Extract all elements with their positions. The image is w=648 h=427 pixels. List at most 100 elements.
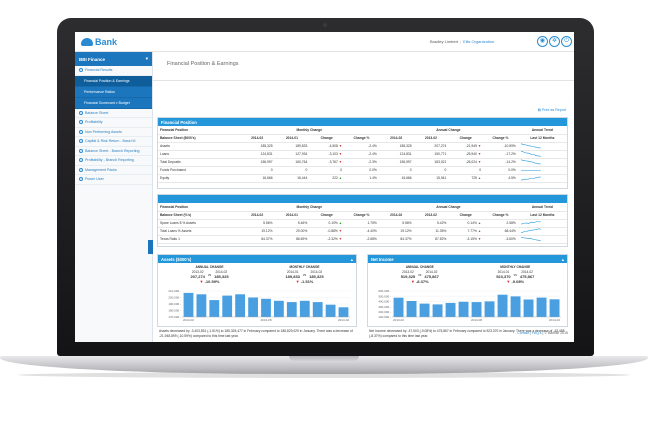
sidebar-header[interactable]: BBI Finance ▾ [75,52,152,66]
bar[interactable] [406,301,417,317]
period-to: 2014-02 185,325 [214,270,228,279]
bar[interactable] [261,298,271,317]
header-label: Financial Position [158,203,240,212]
user-name[interactable]: Bradley Limbert [430,39,459,44]
column-header[interactable]: 2014-02 [378,211,414,220]
period-to: 2014-02 475,867 [424,270,438,279]
sidebar-item[interactable]: Balance Sheet - Branch Reporting [75,147,152,156]
sidebar-item[interactable]: Profitability - Branch Reporting [75,156,152,166]
sidebar-item[interactable]: Management Packs [75,166,152,175]
bar[interactable] [445,302,456,317]
row-label[interactable]: Loans [158,150,240,159]
page-title: Financial Position & Earnings [167,61,239,67]
sparkline-line [520,227,541,233]
row-label[interactable]: Funds Purchased [158,166,240,175]
assets-caption: Assets decreased by -3,403,551 (-1.51%) … [159,329,353,338]
bar[interactable] [393,297,404,317]
bar[interactable] [523,299,534,318]
column-header[interactable]: 2014-02 [239,211,275,220]
row-label[interactable]: Texas Ratio 1 [158,235,240,244]
table-row: Total Deposits 156,997 160,764 -3,767 ▼ -2.3… [158,158,567,167]
period-label: 2013-02 [191,270,204,274]
bar[interactable] [458,301,469,317]
bar[interactable] [299,300,310,318]
sidebar-item[interactable]: Profitability [75,118,152,128]
column-header[interactable]: Change % [483,134,518,143]
bar[interactable] [549,299,560,317]
column-header[interactable]: 2013-02 [413,211,449,220]
change-value: 0.10% [328,221,338,225]
chevron-down-icon[interactable]: ▾ [145,56,148,61]
period-value: 207,274 [190,274,205,279]
faq-link[interactable]: FAQ's [532,331,542,335]
arrow-down-icon: ▼ [476,160,482,164]
column-header[interactable]: Change % [483,211,518,220]
chevron-up-icon[interactable]: ▴ [561,256,564,262]
arrow-down-icon: ▼ [506,279,512,284]
column-header[interactable]: Change [448,211,484,220]
column-header[interactable]: 2014-02 [378,134,414,143]
sidebar-item[interactable]: Balance Sheet [75,109,152,118]
column-header[interactable]: Change % [344,134,379,143]
header-label: Financial Position [158,126,240,135]
bar[interactable] [338,307,349,318]
bar[interactable] [209,300,220,317]
org-name[interactable]: Ellis Organization [463,39,495,44]
bar[interactable] [286,302,297,317]
row-label[interactable]: Spare Loans $ % Assets [158,219,240,228]
sidebar-item[interactable]: Financial Results [75,66,152,76]
power-icon[interactable]: ⏻ [561,36,572,47]
bar[interactable] [235,294,245,318]
sidebar-item[interactable]: Power User [75,175,152,185]
column-header[interactable]: Change [309,211,345,220]
column-header[interactable]: 2014-01 [274,211,310,220]
sidebar-collapse-handle[interactable] [148,240,153,254]
sidebar-subitem[interactable]: Financial Position & Earnings [75,75,152,87]
column-header[interactable]: 2014-01 [274,134,310,143]
bar[interactable] [432,304,443,317]
circle-icon [79,129,83,134]
row-label[interactable]: Total Loans % Assets [158,227,240,236]
bar[interactable] [196,294,207,318]
gear-icon[interactable]: ✲ [549,36,560,47]
row-label[interactable]: Assets [158,142,240,151]
app-logo[interactable]: Bank [81,36,117,48]
annual-change-label: ANNUAL CHANGE [195,265,224,269]
bar[interactable] [419,303,430,317]
column-header[interactable]: Change [309,134,345,143]
bar[interactable] [312,302,323,317]
bar[interactable] [248,297,258,318]
sidebar-subitem[interactable]: Financial Scorecard v Budget [75,97,152,109]
bar[interactable] [325,304,336,317]
cell-value: 16,444 [274,174,310,183]
period-to: 2014-02 185,325 [309,270,323,279]
sidebar-subitem[interactable]: Performance Ratios [75,86,152,98]
sidebar: BBI Finance ▾ Financial Results Financial … [75,52,153,342]
row-label[interactable]: Equity [158,174,240,183]
sidebar-item[interactable]: Capital & Risk Return - Basel III [75,137,152,147]
sidebar-item-label: Power User [85,177,104,181]
cell-value: 124,831 [239,150,275,159]
bar[interactable] [497,294,508,317]
chevron-up-icon[interactable]: ▴ [350,256,353,262]
sidebar-item[interactable]: Non Performing Assets [75,128,152,137]
bar[interactable] [536,297,547,317]
column-header[interactable]: 2013-02 [413,134,449,143]
row-label[interactable]: Total Deposits [158,158,240,167]
contact-link[interactable]: Contact [517,331,530,335]
column-header[interactable]: Change [448,134,484,143]
bar[interactable] [183,292,194,317]
bar[interactable] [510,296,521,317]
print-report-link[interactable]: ▤ Print as Report [538,108,566,112]
bar[interactable] [222,295,233,317]
comparison-row: 2014-01 523,370 vs 2014-02 475,867 [496,270,534,279]
column-header[interactable]: Balance Sheet ($000's) [158,134,240,143]
bar[interactable] [484,301,495,317]
column-header[interactable]: 2014-02 [239,134,275,143]
column-header[interactable]: Balance Sheet (%'s) [158,211,240,220]
bar[interactable] [274,300,284,318]
bar[interactable] [471,302,482,317]
column-header[interactable]: Change % [344,211,379,220]
user-icon[interactable]: ◉ [537,36,548,47]
table-column-header: Balance Sheet (%'s) 2014-02 2014-01 Change C… [158,211,567,220]
